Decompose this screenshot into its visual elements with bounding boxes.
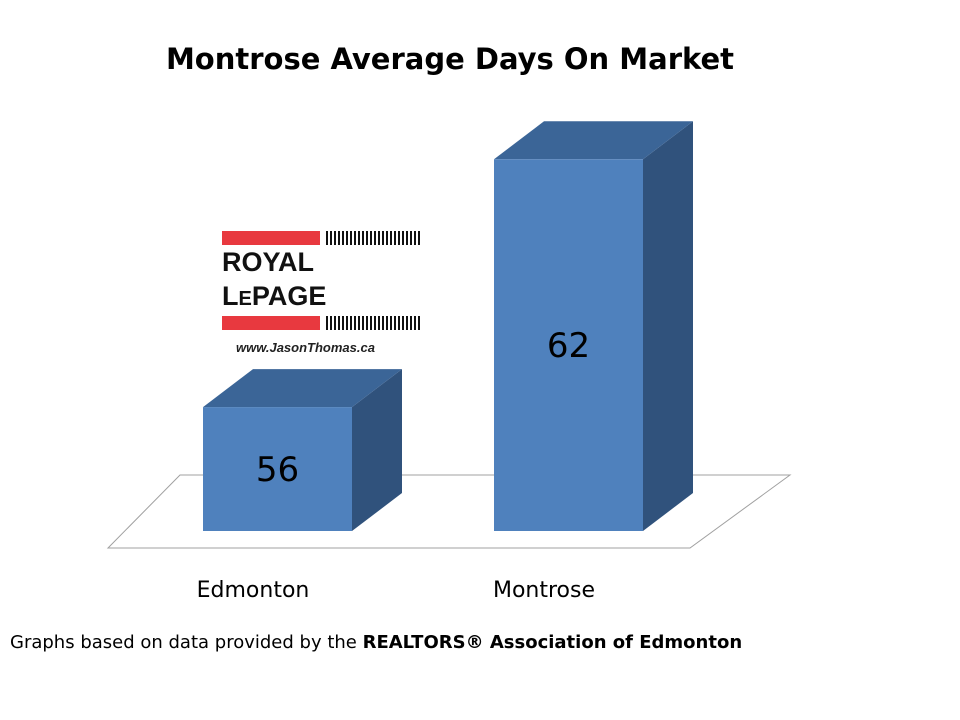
x-tick-label: Edmonton — [196, 578, 310, 603]
bar-side — [352, 369, 402, 531]
logo-website: www.JasonThomas.ca — [236, 340, 375, 355]
bar-top — [203, 369, 402, 408]
chart-title: Montrose Average Days On Market — [165, 42, 735, 76]
bar-side — [643, 121, 693, 532]
bar-montrose — [494, 159, 643, 532]
royal-lepage-logo: ROYAL LEPAGE www.JasonThomas.ca — [222, 231, 422, 355]
footer-text: Graphs based on data provided by the — [10, 632, 363, 653]
bar-top — [494, 121, 693, 160]
data-label: 56 — [256, 450, 299, 490]
footer-source-org: REALTORS® Association of Edmonton — [362, 632, 743, 653]
x-tick-label: Montrose — [492, 578, 596, 603]
footer-source: Graphs based on data provided by the REA… — [10, 632, 742, 653]
bar-edmonton — [203, 407, 352, 531]
data-label: 62 — [547, 326, 590, 366]
